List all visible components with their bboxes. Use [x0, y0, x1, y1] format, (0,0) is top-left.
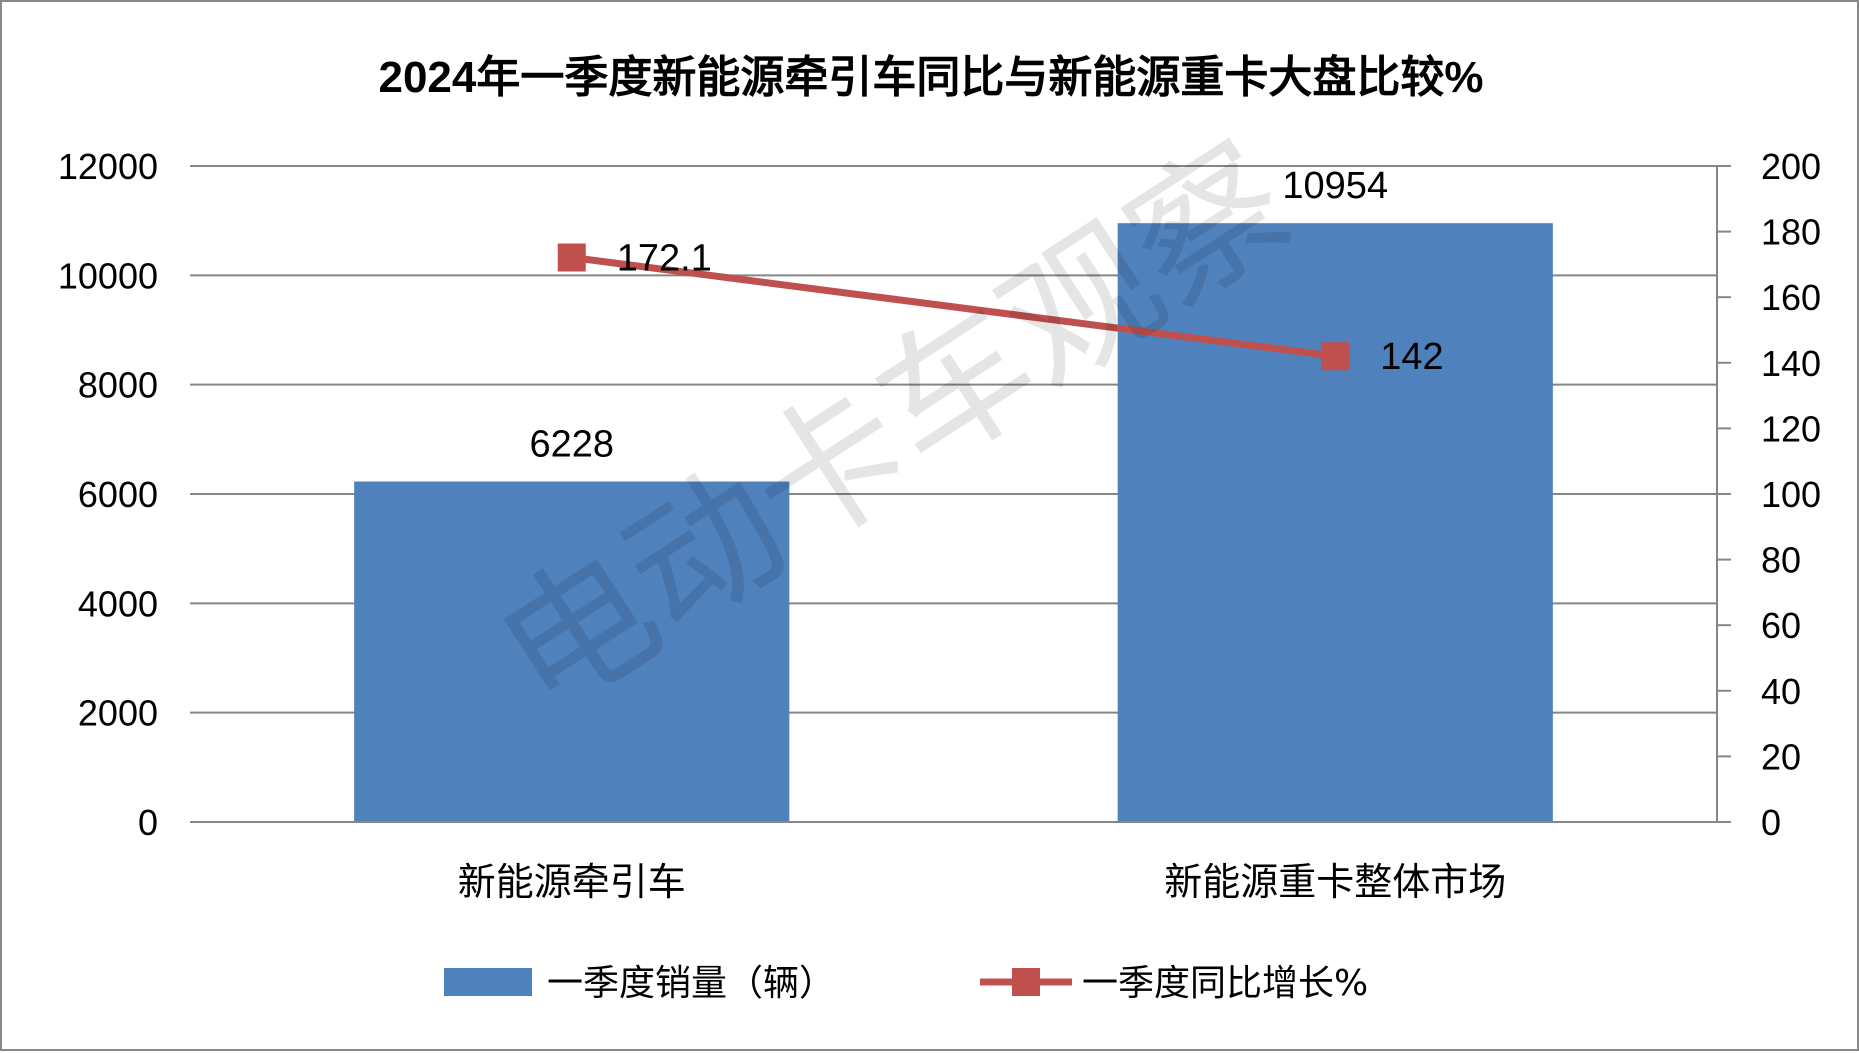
- line-series: [557, 243, 1350, 371]
- bar: [354, 481, 790, 822]
- y-left-tick-label: 6000: [78, 474, 158, 515]
- y-right-tick-label: 140: [1761, 343, 1821, 384]
- bar: [1117, 223, 1553, 822]
- line-marker: [557, 243, 586, 272]
- chart-title: 2024年一季度新能源牵引车同比与新能源重卡大盘比较%: [378, 53, 1483, 102]
- line-data-label: 142: [1380, 336, 1443, 378]
- y-right-tick-label: 0: [1761, 802, 1781, 843]
- legend: 一季度销量（辆） 一季度同比增长%: [444, 963, 1368, 1004]
- y-right-tick-label: 60: [1761, 605, 1801, 646]
- legend-label: 一季度同比增长%: [1082, 963, 1368, 1004]
- legend-swatch-bar: [444, 968, 532, 996]
- y-right-tick-label: 160: [1761, 277, 1821, 318]
- y-left-tick-label: 2000: [78, 693, 158, 734]
- y-right-tick-label: 200: [1761, 146, 1821, 187]
- bar-series: [354, 223, 1553, 822]
- bar-data-label: 6228: [529, 424, 614, 466]
- legend-label: 一季度销量（辆）: [547, 963, 835, 1004]
- y-right-tick-label: 180: [1761, 212, 1821, 253]
- y-left-tick-label: 4000: [78, 583, 158, 624]
- legend-swatch-marker: [1012, 968, 1040, 996]
- bar-data-label: 10954: [1282, 165, 1388, 207]
- data-labels: 6228 10954 172.1 142: [529, 165, 1443, 465]
- line-data-label: 172.1: [617, 238, 712, 280]
- y-right-tick-label: 100: [1761, 474, 1821, 515]
- y-left-tick-label: 10000: [58, 255, 158, 296]
- y-right-tick-label: 20: [1761, 736, 1801, 777]
- y-left-tick-label: 0: [138, 802, 158, 843]
- y-right-tick-label: 80: [1761, 540, 1801, 581]
- y-left-tick-label: 8000: [78, 365, 158, 406]
- line-marker: [1321, 342, 1350, 371]
- x-category-label: 新能源重卡整体市场: [1164, 860, 1506, 904]
- axes: 0 2000 4000 6000 8000 10000 12000 0 20 40 60 80 100 1…: [58, 146, 1821, 904]
- x-category-label: 新能源牵引车: [458, 860, 686, 904]
- y-left-tick-label: 12000: [58, 146, 158, 187]
- y-right-tick-label: 40: [1761, 671, 1801, 712]
- y-right-tick-label: 120: [1761, 408, 1821, 449]
- series-line: [571, 254, 1336, 360]
